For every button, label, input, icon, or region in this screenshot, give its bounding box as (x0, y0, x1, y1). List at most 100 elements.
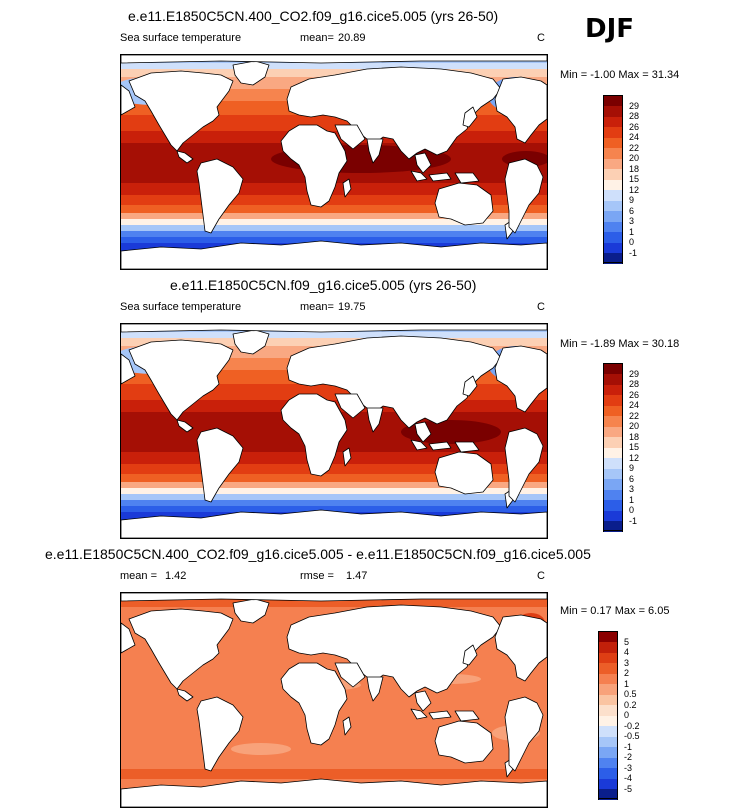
colorbar-tick-label: 1 (629, 226, 635, 237)
colorbar-tick-label: -4 (624, 773, 633, 783)
colorbar-tick-label: 4 (624, 647, 630, 657)
landmass-india (366, 138, 384, 164)
colorbar-tick-label: 20 (629, 421, 640, 431)
colorbar-tick-label: -5 (624, 783, 633, 794)
landmass-antarctica (121, 509, 547, 538)
sst-band (121, 488, 547, 494)
panel2-map (120, 323, 548, 539)
colorbar-tick-label: 3 (629, 216, 635, 226)
landmass-india (366, 407, 384, 433)
panel1-minmax: Min = -1.00 Max = 31.34 (560, 69, 680, 81)
landmass-indonesia2 (428, 441, 452, 451)
colorbar-tick-label: 22 (629, 410, 640, 421)
colorbar-tick-label: -2 (624, 752, 633, 762)
colorbar-tick-label: 29 (629, 368, 640, 379)
landmass-australia (434, 182, 494, 226)
landmass-samerica (196, 696, 244, 772)
panel1-mean-value: 20.89 (338, 32, 366, 44)
sst-band (121, 213, 547, 219)
landmass-arabia (334, 662, 366, 688)
colorbar-tick-label: 29 (629, 100, 640, 111)
landmass-western_edge_asia (121, 622, 136, 654)
landmass-australia (434, 720, 494, 764)
landmass-australia (434, 451, 494, 495)
panel1-variable: Sea surface temperature (120, 32, 242, 44)
landmass-namerica_east (494, 345, 547, 413)
sst-band (121, 482, 547, 488)
landmass-japan (462, 106, 478, 128)
landmass-namerica_east (494, 614, 547, 682)
colorbar-tick-label: 28 (629, 379, 640, 389)
landmass-arabia (334, 124, 366, 150)
landmass-camerica (176, 688, 194, 702)
panel2-map-svg (121, 324, 547, 538)
panel2-units: C (537, 301, 545, 313)
panel3-rmse-label: rmse = (300, 570, 334, 582)
colorbar-tick-label: 22 (629, 142, 640, 153)
panel3-mean-value: 1.42 (165, 570, 187, 582)
landmass-antarctica (121, 778, 547, 807)
panel3-map-svg (121, 593, 547, 807)
landmass-seasia (414, 152, 432, 174)
colorbar-tick-label: 26 (629, 389, 640, 400)
colorbar-tick-label: 24 (629, 400, 640, 410)
landmass-japan (462, 644, 478, 666)
colorbar-frame (598, 631, 618, 799)
landmass-namerica_east (494, 76, 547, 144)
panel3-map (120, 592, 548, 808)
landmass-western_edge_asia (121, 84, 136, 116)
landmass-samerica_east (504, 427, 544, 503)
panel2-title: e.e11.E1850C5CN.f09_g16.cice5.005 (yrs 2… (170, 277, 477, 293)
sst-band (121, 332, 547, 338)
panel3-units: C (537, 570, 545, 582)
landmass-europe_asia (286, 604, 502, 698)
colorbar-tick-label: -1 (629, 247, 638, 258)
landmass-seasia (414, 421, 432, 443)
colorbar-tick-label: 0.2 (624, 699, 637, 710)
panel2-mean-value: 19.75 (338, 301, 366, 313)
landmass-arctic (121, 324, 547, 333)
colorbar-tick-label: 6 (629, 473, 635, 484)
colorbar-tick-label: -0.2 (624, 720, 640, 731)
panel2-colorbar: -1 0 1 3 6 9 12 15 18 20 22 24 26 28 29 (603, 363, 673, 532)
landmass-arctic (121, 55, 547, 64)
landmass-europe_asia (286, 335, 502, 429)
panel3-minmax: Min = 0.17 Max = 6.05 (560, 605, 670, 617)
landmass-africa (280, 393, 348, 477)
panel1-map-svg (121, 55, 547, 269)
landmass-arabia (334, 393, 366, 419)
sst-band (121, 500, 547, 506)
colorbar-tick-label: -0.5 (624, 731, 640, 741)
landmass-madagascar (342, 447, 352, 467)
landmass-namerica (128, 70, 234, 152)
colorbar-tick-label: 12 (629, 184, 640, 195)
panel3-title: e.e11.E1850C5CN.400_CO2.f09_g16.cice5.00… (45, 546, 591, 562)
diff-patch (231, 743, 291, 755)
landmass-africa (280, 662, 348, 746)
colorbar-tick-label: -3 (624, 762, 633, 773)
colorbar-tick-label: 1 (624, 678, 630, 689)
sst-band (121, 195, 547, 205)
sst-band (121, 338, 547, 346)
sst-band (121, 237, 547, 243)
landmass-newguinea (454, 441, 480, 453)
panel2-variable: Sea surface temperature (120, 301, 242, 313)
landmass-japan (462, 375, 478, 397)
colorbar-tick-label: 15 (629, 174, 640, 184)
landmass-western_edge_asia (121, 353, 136, 385)
panel3-colorbar: -5 -4 -3 -2 -1 -0.5 -0.2 0 0.2 0.5 1 2 3 4 5 (598, 631, 668, 800)
landmass-samerica_east (504, 158, 544, 234)
colorbar-tick-label: 12 (629, 452, 640, 463)
panel1-units: C (537, 32, 545, 44)
sst-band (121, 63, 547, 69)
landmass-africa (280, 124, 348, 208)
panel1-colorbar: -1 0 1 3 6 9 12 15 18 20 22 24 26 28 29 (603, 95, 673, 264)
colorbar-tick-label: 1 (629, 494, 635, 505)
panel2-minmax: Min = -1.89 Max = 30.18 (560, 338, 680, 350)
landmass-camerica (176, 419, 194, 433)
colorbar-tick-label: 24 (629, 132, 640, 142)
sst-band (121, 494, 547, 500)
landmass-namerica (128, 608, 234, 690)
landmass-madagascar (342, 178, 352, 198)
panel3-mean-label: mean = (120, 570, 157, 582)
